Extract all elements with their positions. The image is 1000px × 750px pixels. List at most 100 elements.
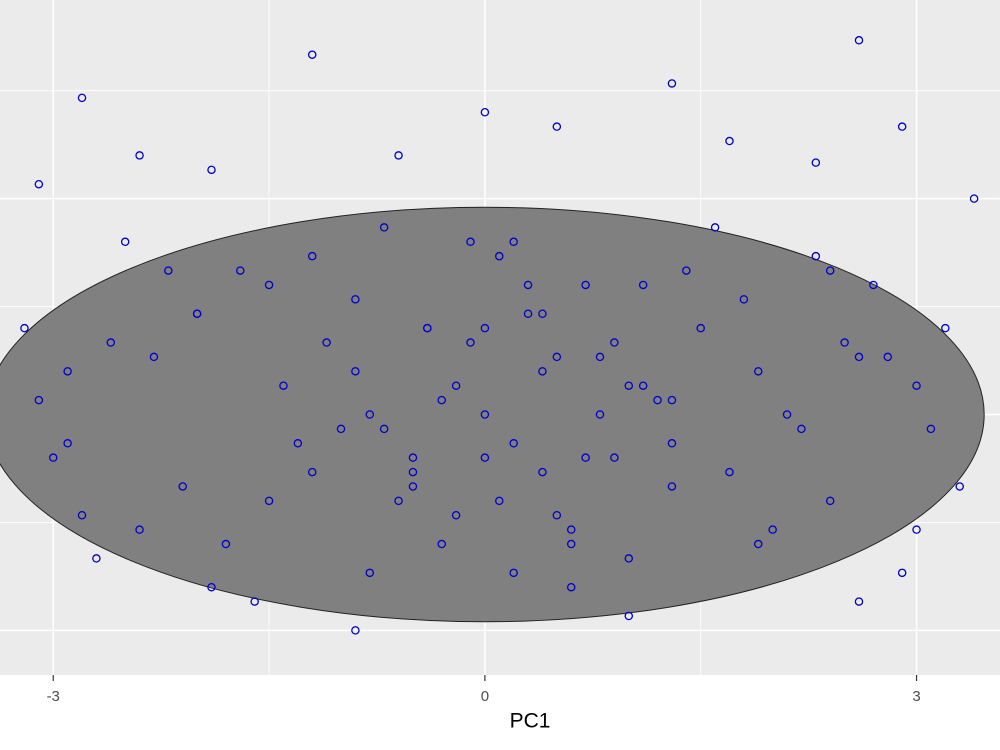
point — [696, 323, 705, 333]
point — [725, 467, 734, 477]
point — [523, 309, 533, 319]
point — [365, 410, 375, 419]
point — [926, 424, 936, 434]
point — [581, 280, 590, 290]
point — [811, 158, 821, 167]
point — [379, 424, 389, 434]
point — [20, 323, 29, 333]
point — [135, 525, 144, 534]
point — [624, 554, 634, 563]
point — [264, 496, 274, 506]
point — [279, 381, 288, 390]
point — [451, 381, 461, 390]
point — [63, 367, 72, 376]
point — [754, 367, 763, 376]
point — [912, 381, 921, 390]
point — [120, 237, 130, 247]
point — [667, 482, 677, 491]
point — [667, 79, 677, 88]
point — [322, 338, 331, 347]
point — [610, 453, 619, 462]
point — [164, 266, 173, 275]
point — [92, 554, 101, 563]
point — [538, 367, 547, 376]
point — [566, 539, 576, 549]
point — [307, 251, 317, 261]
ellipse — [0, 206, 985, 623]
point — [394, 496, 403, 506]
point — [351, 626, 360, 635]
point — [624, 381, 634, 390]
point — [825, 496, 835, 506]
point — [509, 568, 518, 578]
point — [379, 223, 389, 232]
point — [207, 165, 216, 175]
point — [955, 482, 964, 491]
point — [207, 582, 216, 592]
point — [854, 352, 864, 362]
point — [250, 597, 259, 606]
point — [595, 352, 605, 362]
point — [495, 496, 504, 506]
point — [408, 453, 418, 462]
point — [667, 395, 677, 405]
point — [135, 151, 144, 160]
point — [307, 50, 317, 59]
point — [34, 395, 44, 405]
point — [552, 122, 562, 131]
point — [941, 323, 950, 333]
point — [451, 510, 461, 520]
point — [768, 525, 777, 534]
point — [552, 352, 562, 362]
point — [682, 266, 691, 275]
point — [523, 280, 533, 290]
point — [351, 367, 360, 376]
point — [566, 582, 576, 592]
point — [667, 439, 677, 448]
point — [495, 251, 504, 261]
x-tick-label: 3 — [912, 688, 920, 705]
point — [480, 323, 490, 333]
point — [336, 424, 346, 434]
point — [883, 352, 893, 362]
point — [365, 568, 375, 578]
point — [710, 223, 720, 232]
point — [178, 482, 187, 491]
point — [595, 410, 605, 419]
point — [782, 410, 792, 419]
point — [437, 539, 446, 549]
point — [624, 611, 634, 621]
x-tick-label: -3 — [47, 688, 60, 705]
point — [480, 410, 490, 419]
point — [566, 525, 576, 534]
point — [610, 338, 619, 347]
point — [825, 266, 835, 275]
point — [351, 295, 360, 304]
point — [897, 568, 907, 578]
point — [63, 439, 72, 448]
point — [437, 395, 446, 405]
point — [552, 510, 562, 520]
point — [77, 93, 87, 103]
point — [969, 194, 979, 203]
point — [538, 309, 547, 319]
point — [811, 251, 821, 261]
point — [854, 597, 864, 606]
point — [912, 525, 921, 534]
point — [725, 136, 734, 146]
point — [394, 151, 403, 160]
point — [739, 295, 749, 304]
point — [307, 467, 317, 477]
point — [106, 338, 116, 347]
point — [653, 395, 662, 405]
point — [480, 108, 490, 117]
point — [48, 453, 58, 462]
point — [236, 266, 245, 275]
point — [293, 439, 303, 448]
point — [509, 237, 518, 247]
point — [638, 381, 648, 390]
point — [581, 453, 590, 462]
point — [77, 510, 87, 520]
point — [897, 122, 907, 131]
